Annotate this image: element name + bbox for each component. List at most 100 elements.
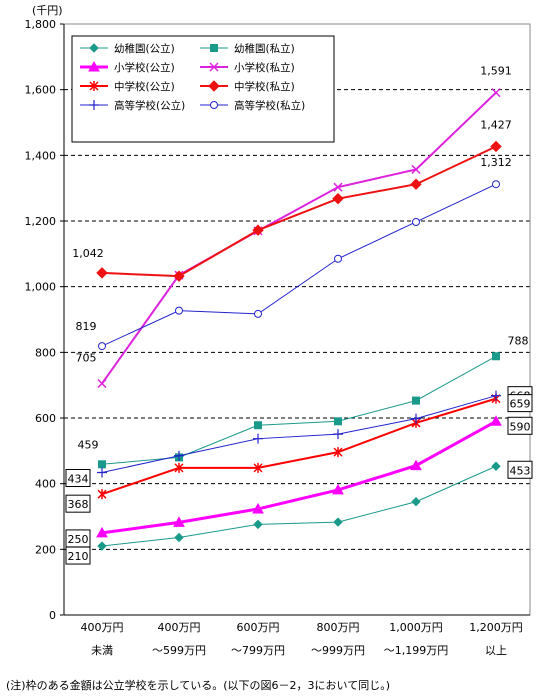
legend-marker — [208, 80, 220, 92]
legend-label: 中学校(私立) — [234, 80, 295, 93]
series-line — [101, 145, 497, 278]
data-point-marker — [334, 417, 342, 426]
boxed-data-label: 250 — [65, 529, 91, 548]
series-line — [101, 397, 497, 496]
x-tick-label: 600万円 — [237, 621, 280, 634]
data-point-marker — [412, 217, 420, 226]
data-label: 368 — [68, 498, 89, 511]
data-point-marker — [174, 462, 184, 473]
legend-label: 中学校(公立) — [114, 80, 175, 93]
data-point-marker — [411, 164, 421, 174]
data-label: 459 — [78, 438, 99, 451]
label-box — [65, 469, 91, 488]
data-point-marker — [96, 526, 108, 538]
data-point-marker — [492, 180, 500, 189]
x-tick-label: 未満 — [91, 644, 113, 657]
data-point-marker — [253, 462, 263, 473]
x-tick-label: 以上 — [485, 644, 507, 657]
legend-marker — [89, 100, 99, 110]
x-tick-label: ～1,199万円 — [384, 644, 449, 657]
data-point-marker — [252, 502, 264, 514]
data-point-marker — [333, 447, 343, 458]
data-point-marker — [333, 182, 343, 192]
legend-marker — [210, 44, 218, 52]
x-tick-label: 1,200万円 — [469, 621, 523, 634]
legend-marker — [89, 43, 99, 53]
y-tick-label: 1,200 — [25, 215, 57, 228]
data-point-marker — [173, 270, 185, 282]
legend-item: 高等学校(公立) — [80, 99, 185, 112]
data-point-marker — [254, 309, 262, 318]
data-label: 1,042 — [72, 247, 104, 260]
y-tick-label: 600 — [35, 412, 56, 425]
legend-marker — [88, 60, 100, 72]
data-point-marker — [411, 413, 421, 424]
legend-item: 高等学校(私立) — [200, 99, 305, 112]
data-point-marker — [491, 461, 501, 471]
legend-label: 幼稚園(私立) — [234, 42, 295, 55]
legend-label: 高等学校(公立) — [114, 99, 185, 112]
series-group — [97, 461, 501, 551]
legend-item: 小学校(公立) — [80, 60, 175, 74]
legend-item: 中学校(公立) — [80, 80, 175, 93]
series-line — [101, 419, 497, 535]
data-label: 788 — [508, 334, 529, 347]
data-point-marker — [332, 192, 344, 205]
legend-label: 高等学校(私立) — [234, 99, 305, 112]
data-point-marker — [491, 390, 501, 401]
series-group — [97, 390, 501, 478]
data-point-marker — [97, 489, 107, 500]
data-point-marker — [490, 415, 502, 426]
series-line — [101, 355, 497, 465]
data-label: 819 — [76, 320, 97, 333]
boxed-data-label: 434 — [65, 469, 91, 488]
legend-item: 小学校(私立) — [200, 61, 295, 74]
legend-label: 小学校(私立) — [234, 61, 295, 74]
data-point-marker — [334, 254, 342, 263]
label-box — [507, 460, 533, 479]
legend-marker — [210, 101, 218, 109]
legend-item: 幼稚園(公立) — [80, 42, 175, 55]
series-group — [97, 393, 501, 500]
y-tick-label: 1,000 — [25, 281, 57, 294]
data-point-marker — [411, 497, 421, 507]
data-label: 453 — [510, 464, 531, 477]
data-point-marker — [98, 342, 106, 351]
series-group — [96, 140, 502, 282]
boxed-data-label: 659 — [507, 394, 533, 413]
y-axis-unit-label: (千円) — [32, 4, 63, 17]
data-point-marker — [333, 429, 343, 440]
x-tick-label: 800万円 — [317, 621, 360, 634]
label-box — [65, 546, 91, 565]
series-line — [101, 465, 497, 547]
boxed-data-label: 210 — [65, 546, 91, 565]
data-point-marker — [253, 433, 263, 444]
y-tick-label: 1,800 — [25, 18, 57, 31]
y-tick-label: 800 — [35, 346, 56, 359]
data-point-marker — [96, 267, 108, 279]
data-point-marker — [332, 483, 344, 495]
data-point-marker — [410, 459, 422, 471]
data-point-marker — [252, 224, 264, 236]
series-group — [98, 180, 500, 351]
x-tick-label: ～799万円 — [231, 644, 285, 657]
line-chart: (千円) 0 200 400 600 800 1,000 1,200 1,400 1,600 1,… — [25, 4, 533, 657]
data-point-marker — [97, 467, 107, 478]
x-tick-label: ～999万円 — [311, 644, 365, 657]
y-tick-label: 1,600 — [25, 84, 57, 97]
footnote: (注)枠のある金額は公立学校を示している。(以下の図6－2，3において同じ。) — [6, 679, 390, 692]
legend-label: 小学校(公立) — [114, 61, 175, 74]
data-point-marker — [174, 450, 184, 461]
data-point-marker — [174, 532, 184, 543]
legend-item: 中学校(私立) — [200, 80, 295, 93]
label-box — [507, 394, 533, 413]
data-label: 1,591 — [480, 65, 512, 78]
data-label: 434 — [68, 473, 89, 486]
data-point-marker — [97, 541, 107, 551]
data-label: 1,427 — [480, 118, 512, 131]
data-point-marker — [98, 460, 106, 469]
data-label: 210 — [68, 550, 89, 563]
series-group — [96, 415, 502, 538]
data-point-marker — [97, 378, 107, 389]
data-point-marker — [491, 88, 501, 98]
